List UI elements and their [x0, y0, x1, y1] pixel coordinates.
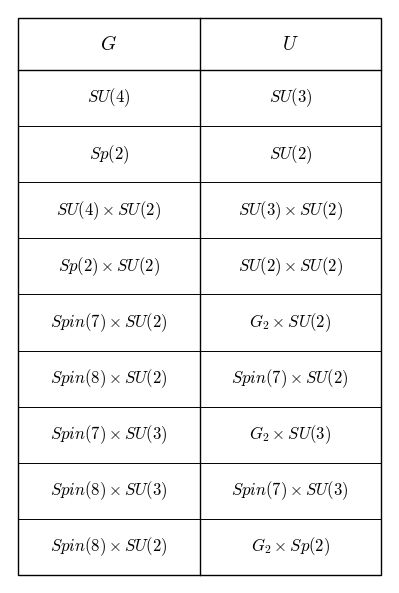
Text: $Spin(8) \times SU(2)$: $Spin(8) \times SU(2)$ — [50, 535, 168, 558]
Text: $Sp(2)$: $Sp(2)$ — [89, 143, 129, 165]
Text: $SU(3)$: $SU(3)$ — [269, 87, 312, 110]
Text: $Spin(7) \times SU(3)$: $Spin(7) \times SU(3)$ — [50, 423, 168, 446]
Text: $SU(2) \times SU(2)$: $SU(2) \times SU(2)$ — [238, 255, 343, 278]
Text: $G_2 \times SU(2)$: $G_2 \times SU(2)$ — [249, 311, 331, 334]
Text: $G_2 \times SU(3)$: $G_2 \times SU(3)$ — [249, 423, 331, 446]
Text: $G_2 \times Sp(2)$: $G_2 \times Sp(2)$ — [251, 535, 330, 558]
Text: $Spin(7) \times SU(3)$: $Spin(7) \times SU(3)$ — [231, 480, 349, 502]
Text: $Sp(2) \times SU(2)$: $Sp(2) \times SU(2)$ — [58, 255, 160, 278]
Text: $Spin(7) \times SU(2)$: $Spin(7) \times SU(2)$ — [50, 311, 168, 334]
Text: $U$: $U$ — [282, 34, 299, 53]
Text: $Spin(7) \times SU(2)$: $Spin(7) \times SU(2)$ — [231, 367, 349, 390]
Text: $Spin(8) \times SU(3)$: $Spin(8) \times SU(3)$ — [50, 480, 168, 502]
Text: $SU(4) \times SU(2)$: $SU(4) \times SU(2)$ — [56, 199, 161, 222]
Text: $SU(4)$: $SU(4)$ — [87, 87, 130, 110]
Text: $SU(3) \times SU(2)$: $SU(3) \times SU(2)$ — [238, 199, 343, 222]
Text: $Spin(8) \times SU(2)$: $Spin(8) \times SU(2)$ — [50, 367, 168, 390]
Text: $SU(2)$: $SU(2)$ — [269, 143, 312, 165]
Text: $G$: $G$ — [100, 34, 117, 53]
